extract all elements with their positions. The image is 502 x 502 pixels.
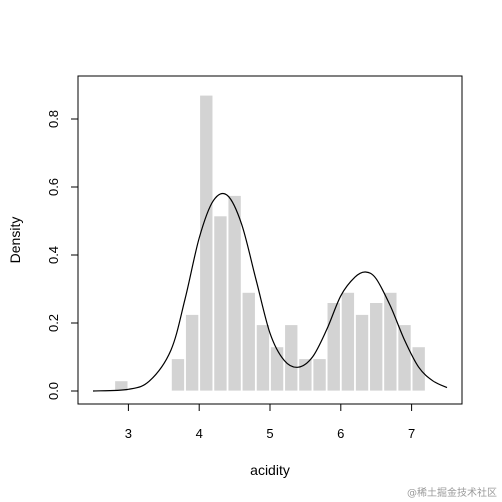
x-tick-label: 3	[125, 426, 132, 441]
histogram-bar	[185, 314, 200, 392]
histogram-bar	[397, 324, 412, 392]
x-axis: 3 4 5 6 7	[125, 404, 415, 441]
histogram-bar	[284, 324, 299, 392]
y-tick-label: 0.8	[46, 110, 61, 128]
histogram-bar	[383, 291, 398, 392]
histogram-bar	[241, 291, 256, 392]
histogram-bar	[227, 195, 242, 392]
histogram-bar	[114, 380, 129, 392]
histogram-bar	[298, 358, 313, 392]
y-tick-label: 0.0	[46, 382, 61, 400]
histogram-bar	[326, 302, 341, 392]
y-tick-label: 0.4	[46, 246, 61, 264]
histogram-bar	[255, 324, 270, 392]
histogram-bar	[411, 346, 426, 392]
histogram-bar	[369, 302, 384, 392]
x-tick-label: 7	[408, 426, 415, 441]
watermark-text: @稀土掘金技术社区	[407, 486, 497, 499]
histogram-bar	[170, 358, 185, 392]
histogram-bar	[355, 314, 370, 392]
histogram-bar	[199, 94, 214, 392]
histogram-bar	[340, 291, 355, 392]
x-tick-label: 4	[196, 426, 203, 441]
y-axis-title: Density	[7, 217, 23, 264]
histogram-bar	[270, 346, 285, 392]
y-tick-label: 0.2	[46, 314, 61, 332]
x-tick-label: 6	[337, 426, 344, 441]
x-tick-label: 5	[266, 426, 273, 441]
histogram-bar	[213, 215, 228, 392]
y-axis: 0.0 0.2 0.4 0.6 0.8	[46, 110, 78, 400]
density-curve	[92, 192, 448, 392]
x-axis-title: acidity	[250, 462, 290, 478]
y-tick-label: 0.6	[46, 178, 61, 196]
histogram-bar	[312, 358, 327, 392]
histogram-bars	[114, 94, 426, 392]
